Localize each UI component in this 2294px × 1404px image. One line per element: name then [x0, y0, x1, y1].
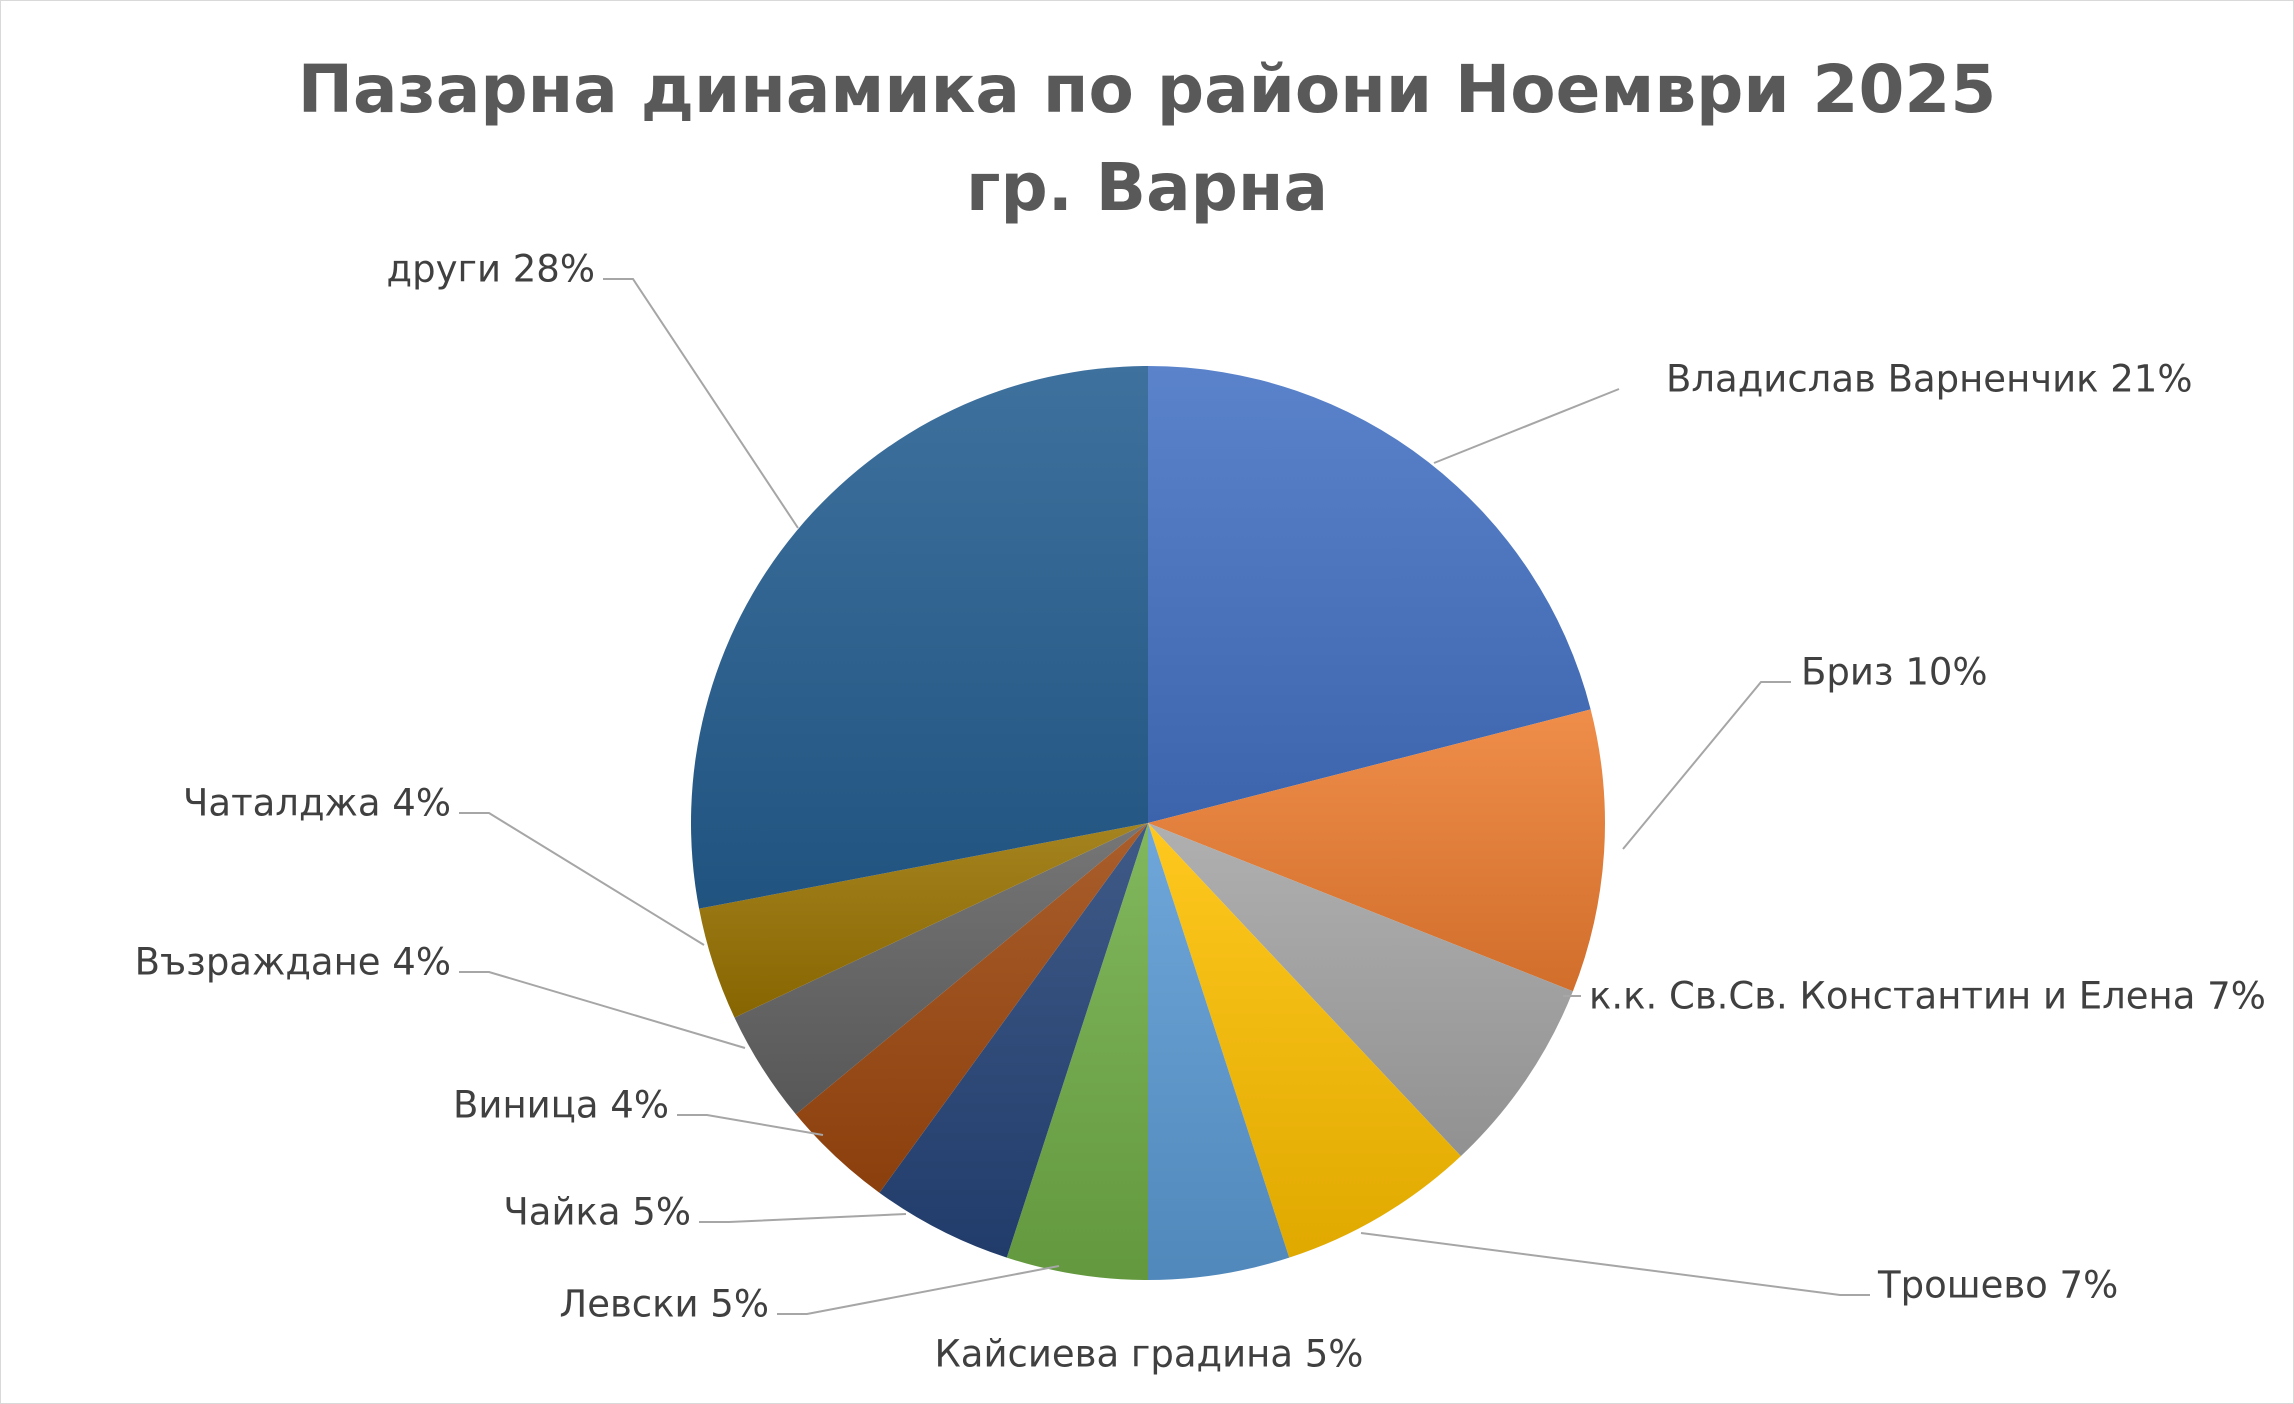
slice-9: [699, 823, 1148, 1018]
slice-0-label: Владислав Варненчик 21%: [1666, 358, 2193, 401]
slice-6-label: Чайка 5%: [503, 1191, 691, 1234]
slice-3: [1148, 823, 1461, 1258]
slice-1-label: Бриз 10%: [1801, 651, 1988, 694]
slice-1: [1148, 709, 1605, 992]
slice-10: [690, 366, 1148, 909]
slice-2: [1148, 823, 1573, 1157]
slice-2-label: к.к. Св.Св. Константин и Елена 7%: [1589, 975, 2266, 1018]
slice-0: [1148, 366, 1591, 823]
slice-4: [1148, 823, 1290, 1280]
slice-4-label: Кайсиева градина 5%: [935, 1333, 1364, 1376]
slice-0-leader-line: [1433, 388, 1620, 464]
slice-8-label: Възраждане 4%: [135, 941, 451, 984]
slice-3-label: Трошево 7%: [1877, 1264, 2118, 1307]
slice-6: [879, 823, 1148, 1258]
slice-5-label: Левски 5%: [559, 1283, 769, 1326]
slice-6-leader-line: [699, 1213, 907, 1223]
slice-8-leader-line: [459, 971, 746, 1049]
slice-9-label: Чаталджа 4%: [183, 782, 451, 825]
slice-8: [734, 823, 1148, 1115]
chart-title-line-1: Пазарна динамика по райони Ноември 2025: [297, 51, 1997, 128]
slice-3-leader-line: [1360, 1232, 1870, 1296]
slice-1-leader-line: [1622, 681, 1791, 850]
slice-7-label: Виница 4%: [453, 1084, 669, 1127]
slice-5-leader-line: [777, 1265, 1060, 1315]
slice-7: [795, 823, 1148, 1193]
pie-slices: [690, 366, 1605, 1280]
slice-7-leader-line: [677, 1114, 824, 1136]
slice-10-leader-line: [603, 278, 799, 529]
chart-title-line-2: гр. Варна: [965, 149, 1328, 226]
slice-10-label: други 28%: [387, 248, 595, 291]
leader-lines: [459, 278, 1870, 1315]
slice-5: [1006, 823, 1148, 1280]
data-labels: Владислав Варненчик 21% Бриз 10% к.к. Св.С…: [135, 248, 2266, 1376]
slice-9-leader-line: [459, 812, 705, 946]
chart-title: Пазарна динамика по райони Ноември 2025 …: [1, 41, 2293, 237]
